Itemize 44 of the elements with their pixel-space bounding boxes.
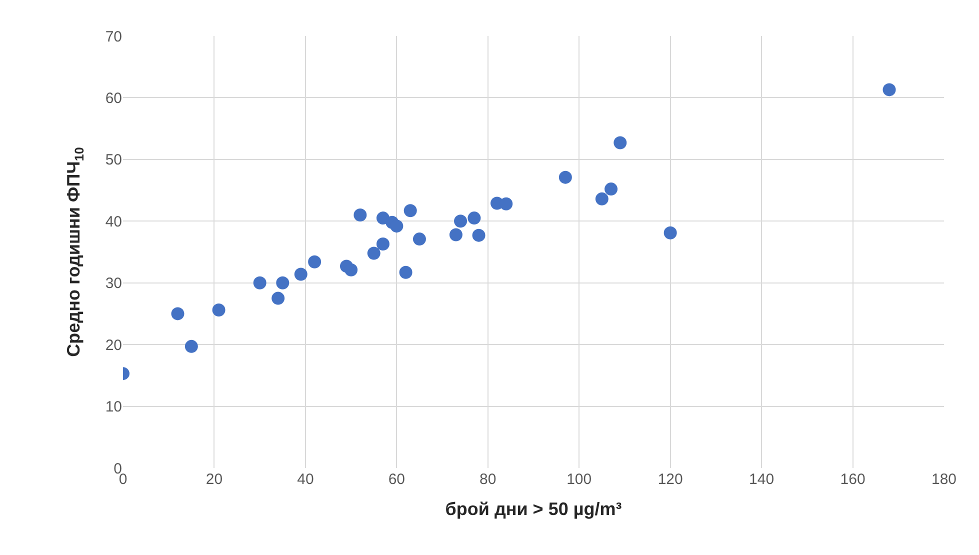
point [472, 228, 486, 242]
x-tick-label: 60 [388, 471, 406, 488]
y-tick-label: 70 [105, 28, 122, 46]
x-tick-label: 100 [566, 471, 592, 488]
point [412, 232, 426, 246]
y-tick-label: 40 [105, 213, 122, 230]
point [184, 340, 198, 353]
x-tick-label: 140 [749, 471, 774, 488]
y-tick-label: 30 [105, 275, 122, 292]
y-tick-label: 60 [105, 90, 122, 107]
point [558, 170, 572, 184]
point [276, 276, 290, 290]
x-tick-label: 120 [658, 471, 683, 488]
point [449, 228, 462, 242]
x-tick-label: 80 [480, 471, 496, 488]
point [604, 182, 618, 196]
y-tick-label: 10 [105, 398, 122, 416]
point [253, 276, 266, 290]
x-tick-label: 20 [206, 471, 223, 488]
point [595, 192, 608, 206]
point [664, 226, 677, 240]
point [376, 237, 390, 250]
point [171, 307, 184, 320]
point [367, 246, 380, 260]
point [212, 304, 226, 317]
point [468, 212, 481, 225]
point [390, 220, 404, 233]
point [344, 263, 358, 276]
point [454, 214, 468, 228]
point [354, 208, 367, 222]
point [294, 268, 308, 281]
point [500, 197, 513, 210]
point [308, 255, 322, 268]
point [882, 83, 896, 96]
y-tick-label: 50 [105, 152, 122, 169]
point [614, 136, 627, 150]
point [272, 292, 285, 305]
point [399, 266, 412, 279]
point [404, 204, 417, 218]
x-tick-label: 180 [931, 471, 957, 488]
x-tick-label: 160 [840, 471, 866, 488]
x-axis-title: брой дни > 50 µg/m³ [445, 499, 622, 520]
y-tick-label: 20 [105, 336, 122, 354]
x-tick-label: 40 [297, 471, 314, 488]
